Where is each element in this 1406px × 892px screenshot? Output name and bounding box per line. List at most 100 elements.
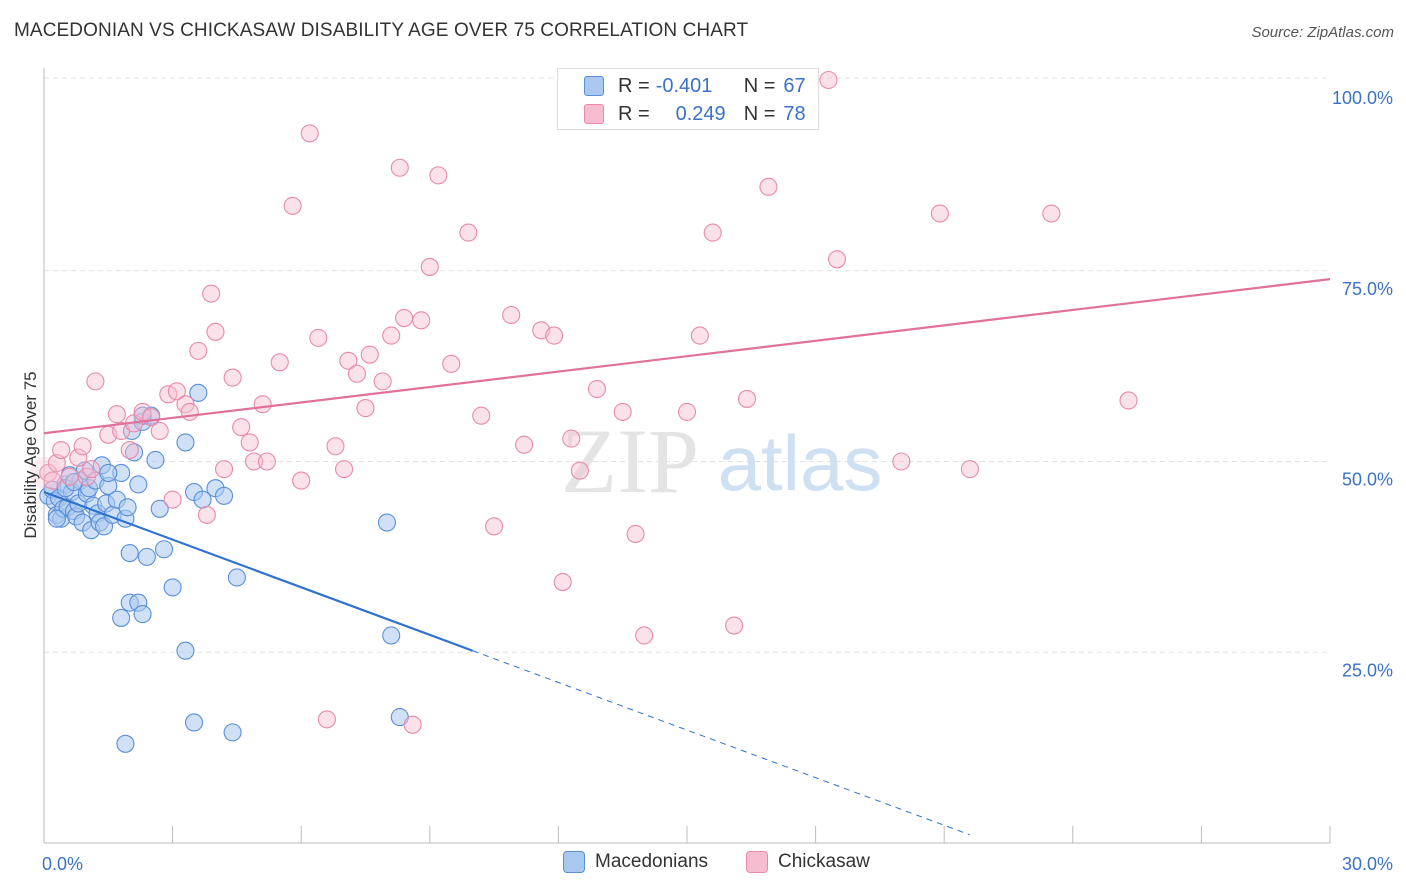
- bottom-legend-chickasaw: Chickasaw: [746, 851, 870, 873]
- bottom-legend-label-chickasaw: Chickasaw: [778, 851, 870, 872]
- data-point-chickasaw: [82, 460, 101, 479]
- data-point-chickasaw: [257, 452, 276, 471]
- tick-labels: 25.0% 50.0% 75.0% 100.0% 0.0% 30.0%: [42, 88, 1393, 874]
- data-point-chickasaw: [1119, 391, 1138, 410]
- legend-n-value: 78: [783, 102, 806, 125]
- data-point-chickasaw: [86, 372, 105, 391]
- data-point-chickasaw: [690, 326, 709, 345]
- data-point-chickasaw: [587, 379, 607, 399]
- trend-lines: [43, 278, 1331, 836]
- chickasaw-points: [30, 70, 1138, 734]
- grid-lines: [44, 77, 1330, 653]
- data-point-chickasaw: [60, 467, 79, 486]
- data-point-chickasaw: [553, 573, 572, 592]
- legend: R = -0.401 N = 67 R = 0.249 N = 78: [557, 68, 819, 130]
- legend-n-label: N =: [743, 102, 776, 125]
- legend-swatch-macedonians: [584, 76, 604, 96]
- data-point-chickasaw: [635, 626, 654, 645]
- data-point-macedonians: [184, 713, 204, 732]
- data-point-macedonians: [120, 544, 139, 563]
- y-tick-label: 50.0%: [1342, 470, 1393, 490]
- data-point-macedonians: [150, 499, 169, 518]
- data-point-chickasaw: [244, 452, 264, 471]
- data-point-macedonians: [189, 383, 208, 402]
- legend-row-macedonians: R = -0.401 N = 67: [584, 73, 806, 99]
- bottom-legend-macedonians: Macedonians: [563, 851, 708, 873]
- data-point-macedonians: [47, 509, 66, 528]
- data-point-chickasaw: [107, 405, 126, 424]
- data-point-macedonians: [99, 463, 118, 482]
- data-point-chickasaw: [827, 250, 847, 269]
- data-point-macedonians: [154, 540, 174, 559]
- axes: [43, 68, 1331, 844]
- data-point-chickasaw: [167, 382, 186, 401]
- trend-line-chickasaw: [43, 278, 1331, 435]
- legend-r-value: -0.401: [655, 74, 713, 97]
- data-point-chickasaw: [43, 471, 62, 490]
- data-point-chickasaw: [459, 223, 478, 242]
- data-point-chickasaw: [429, 166, 448, 185]
- data-point-macedonians: [116, 734, 135, 753]
- data-point-macedonians: [382, 626, 401, 645]
- legend-r-label: R =: [618, 74, 650, 97]
- data-point-chickasaw: [485, 517, 504, 536]
- watermark-atlas: atlas: [718, 419, 883, 507]
- data-point-macedonians: [214, 486, 234, 505]
- data-point-chickasaw: [69, 448, 88, 467]
- data-point-chickasaw: [326, 437, 345, 456]
- data-point-chickasaw: [412, 311, 431, 330]
- data-point-chickasaw: [317, 710, 336, 729]
- legend-n-value: 67: [783, 74, 806, 97]
- data-point-chickasaw: [390, 158, 409, 177]
- legend-r-label: R =: [618, 102, 650, 125]
- data-point-chickasaw: [292, 471, 311, 490]
- watermark-zip: ZIP: [561, 410, 699, 512]
- macedonians-points: [39, 383, 409, 753]
- y-tick-label: 75.0%: [1342, 279, 1393, 299]
- data-point-macedonians: [133, 605, 152, 624]
- data-point-chickasaw: [30, 456, 63, 489]
- data-point-chickasaw: [725, 616, 744, 635]
- data-point-chickasaw: [206, 322, 225, 341]
- data-point-chickasaw: [819, 70, 838, 90]
- legend-row-chickasaw: R = 0.249 N = 78: [584, 101, 806, 127]
- bottom-swatch-chickasaw: [746, 851, 768, 873]
- watermark: ZIP atlas: [561, 410, 882, 512]
- data-point-macedonians: [223, 723, 242, 742]
- data-point-chickasaw: [930, 204, 949, 223]
- data-point-macedonians: [118, 498, 137, 517]
- x-tick-label: 0.0%: [42, 854, 83, 874]
- data-point-chickasaw: [420, 257, 439, 276]
- data-point-chickasaw: [373, 372, 392, 391]
- data-point-chickasaw: [626, 524, 645, 544]
- data-point-chickasaw: [270, 353, 289, 372]
- data-point-chickasaw: [472, 406, 491, 425]
- data-point-chickasaw: [347, 364, 366, 383]
- data-point-macedonians: [146, 450, 165, 470]
- data-point-chickasaw: [570, 461, 589, 480]
- legend-r-value: 0.249: [675, 102, 726, 125]
- data-point-macedonians: [176, 433, 195, 452]
- trend-line-macedonians-extension: [472, 650, 971, 836]
- data-point-chickasaw: [150, 421, 169, 441]
- data-point-chickasaw: [545, 326, 564, 345]
- legend-n-label: N =: [743, 74, 776, 97]
- data-point-chickasaw: [202, 284, 221, 303]
- data-point-chickasaw: [613, 402, 632, 421]
- legend-swatch-chickasaw: [584, 104, 604, 124]
- data-point-macedonians: [227, 568, 246, 587]
- data-point-chickasaw: [73, 437, 92, 456]
- data-point-chickasaw: [356, 399, 375, 418]
- data-point-macedonians: [137, 547, 156, 566]
- data-point-chickasaw: [339, 351, 358, 370]
- data-point-chickasaw: [892, 452, 911, 471]
- data-point-chickasaw: [515, 435, 534, 454]
- data-point-chickasaw: [197, 505, 216, 524]
- data-point-chickasaw: [562, 429, 581, 448]
- chart-title: MACEDONIAN VS CHICKASAW DISABILITY AGE O…: [14, 20, 749, 41]
- y-tick-label: 100.0%: [1332, 88, 1393, 108]
- source-label: Source: ZipAtlas.com: [1251, 24, 1394, 41]
- data-point-chickasaw: [703, 223, 722, 242]
- data-point-macedonians: [163, 578, 182, 597]
